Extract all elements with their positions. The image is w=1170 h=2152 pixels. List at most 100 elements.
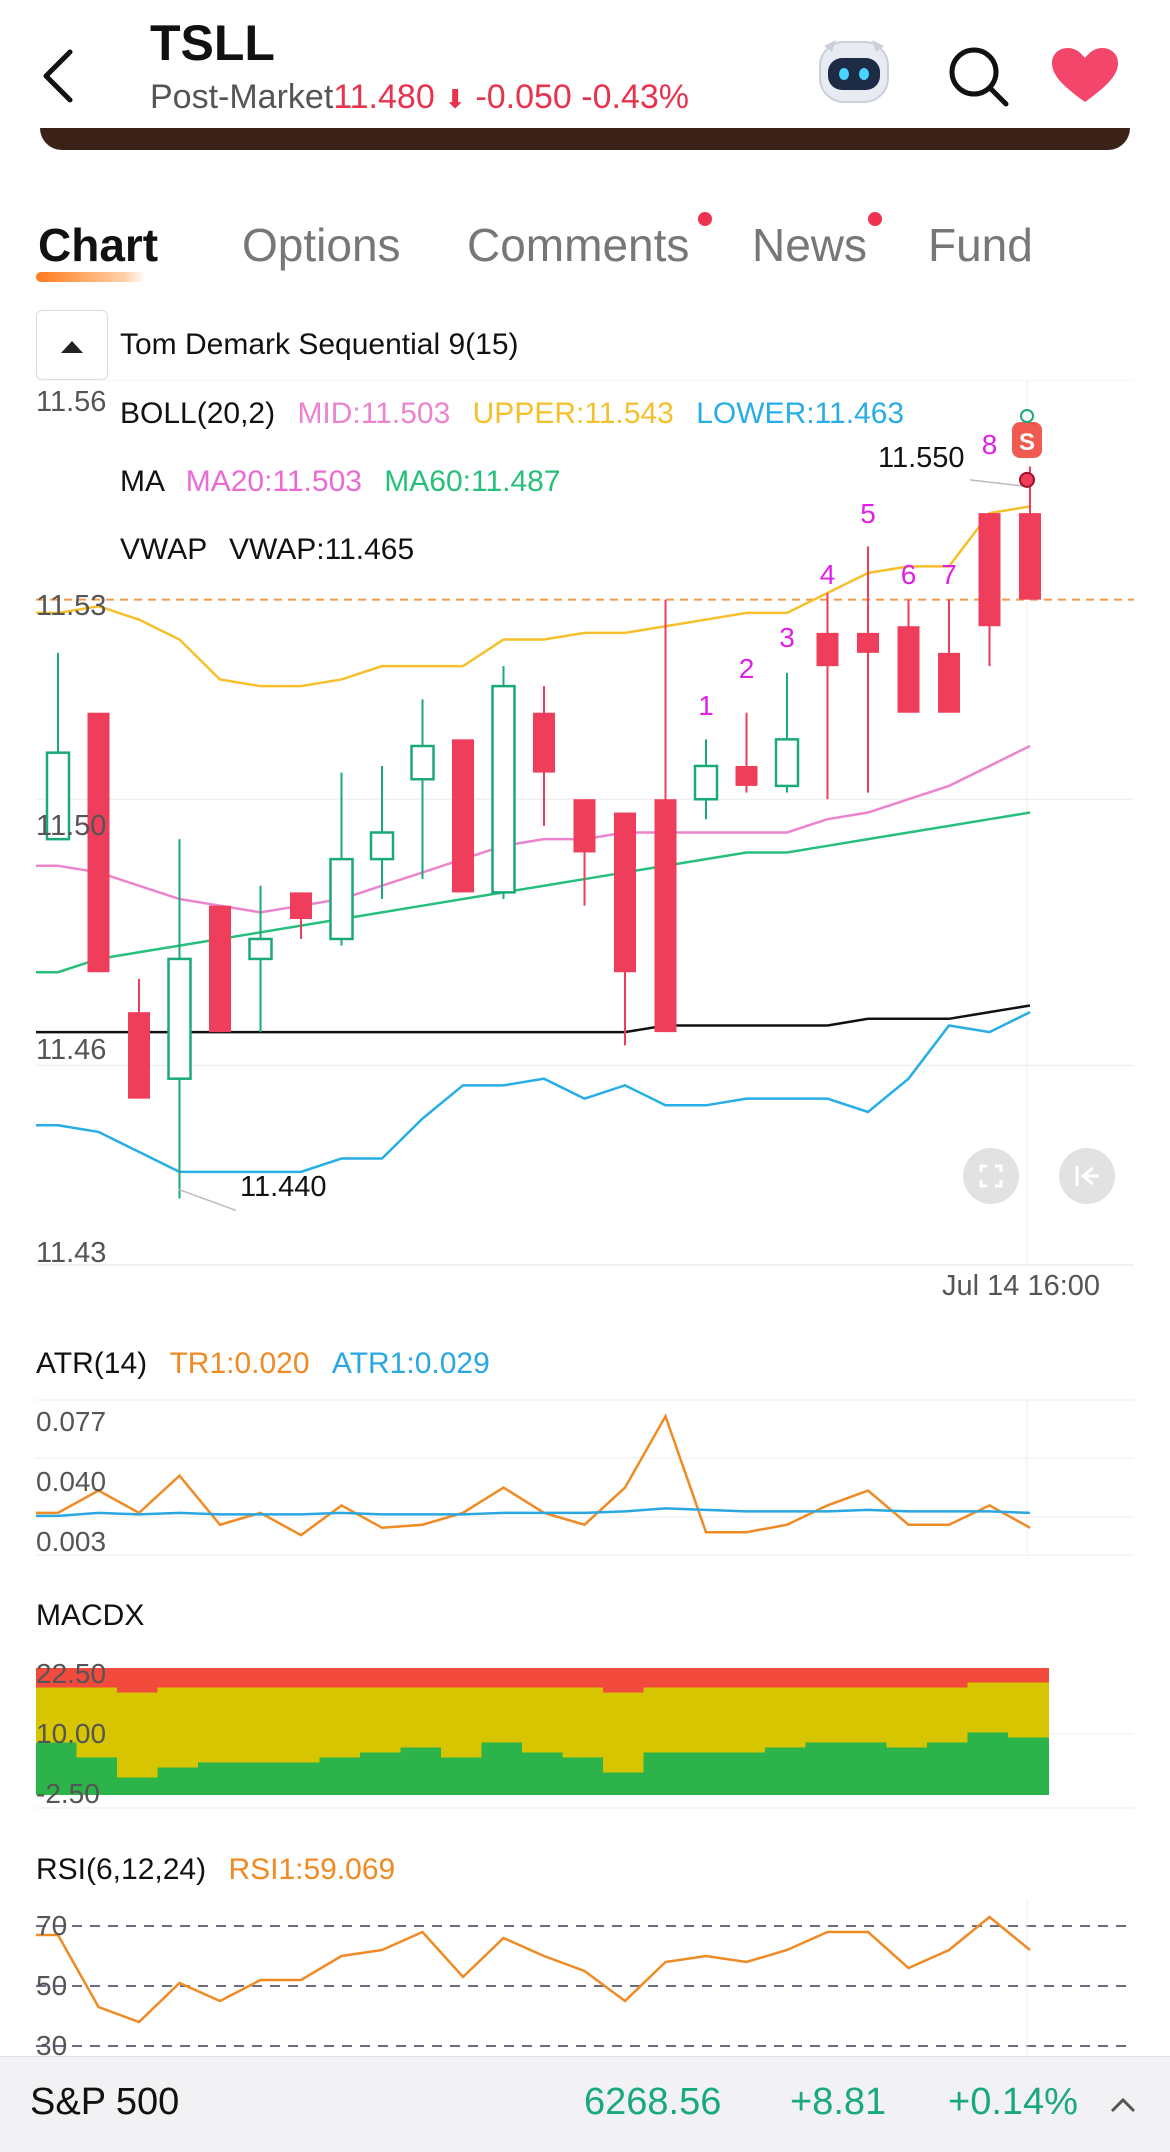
boll-mid-value: MID:11.503	[297, 397, 451, 430]
boll-legend: BOLL(20,2) MID:11.503 UPPER:11.543 LOWER…	[120, 397, 904, 431]
index-value: 6268.56	[584, 2081, 722, 2123]
tab-fund[interactable]: Fund	[928, 219, 1033, 271]
td-count-label: 2	[739, 653, 755, 684]
macdx-green-bar	[117, 1777, 158, 1795]
atr-axis-label: 0.003	[36, 1526, 107, 1557]
macdx-green-bar	[846, 1742, 887, 1795]
tab-chart[interactable]: Chart	[38, 219, 159, 271]
session-label: Post-Market	[150, 78, 334, 116]
candle-body	[857, 632, 879, 653]
candle-body	[452, 739, 474, 893]
candle-body	[978, 513, 1001, 627]
rsi-line	[36, 1915, 1031, 2024]
candle-body	[128, 1012, 150, 1099]
series-line-ma60	[36, 811, 1031, 974]
chevron-up-icon[interactable]	[1108, 2093, 1138, 2117]
expand-icon	[979, 1164, 1003, 1188]
fullscreen-button[interactable]	[963, 1148, 1019, 1204]
macdx-green-bar	[724, 1752, 766, 1795]
td-count-label: 7	[941, 559, 957, 590]
boll-upper-value: UPPER:11.543	[472, 397, 674, 430]
price-axis-label: 11.46	[36, 1034, 107, 1066]
td-count-label: 1	[698, 690, 714, 721]
candle-body	[1019, 513, 1041, 600]
vwap-value: VWAP:11.465	[229, 533, 415, 566]
series-line-upper	[36, 505, 1031, 688]
macdx-axis-label: 10.00	[36, 1718, 107, 1749]
price-chart[interactable]: 123 456 7 8 S	[0, 380, 1170, 1300]
candle-body	[369, 831, 395, 861]
price-axis-label: 11.50	[36, 810, 107, 842]
macdx-green-bar	[279, 1762, 320, 1795]
index-name: S&P 500	[30, 2081, 180, 2123]
index-change: +8.81	[790, 2081, 887, 2123]
sell-badge-ring	[1020, 409, 1034, 423]
back-arrow-icon[interactable]	[38, 46, 78, 106]
index-ticker-bar[interactable]: S&P 500 6268.56 +8.81 +0.14%	[0, 2056, 1170, 2152]
atr-line-atr1	[36, 1507, 1031, 1518]
rsi-chart[interactable]	[0, 1900, 1170, 2060]
favorite-heart-icon[interactable]	[1050, 46, 1120, 106]
candle-body	[290, 892, 312, 919]
rsi-axis-label: 30	[36, 2030, 68, 2061]
candle-body	[573, 799, 596, 853]
jump-to-latest-button[interactable]	[1059, 1148, 1115, 1204]
caret-up-icon	[61, 341, 83, 353]
macdx-green-bar	[319, 1757, 361, 1795]
td-count-label: 8	[982, 429, 998, 460]
macdx-green-bar	[157, 1767, 199, 1795]
candle-body	[45, 751, 71, 841]
macdx-green-bar	[76, 1757, 118, 1795]
macdx-green-bar	[886, 1747, 928, 1795]
rsi-axis-label: 70	[36, 1910, 68, 1941]
vwap-legend: VWAP VWAP:11.465	[120, 533, 414, 567]
index-change-pct: +0.14%	[948, 2081, 1078, 2123]
macdx-green-bar	[805, 1742, 847, 1795]
low-annotation-leader	[177, 1188, 237, 1212]
robot-assistant-icon[interactable]	[814, 36, 894, 112]
tab-options[interactable]: Options	[242, 219, 401, 271]
macdx-axis-label: 22.50	[36, 1658, 107, 1689]
price-change: -0.050	[475, 78, 572, 116]
indicator-title[interactable]: Tom Demark Sequential 9(15)	[120, 328, 519, 361]
time-axis-label: Jul 14 16:00	[942, 1270, 1101, 1302]
macdx-green-bar	[603, 1772, 644, 1795]
candle-body	[410, 744, 435, 781]
candle-body	[209, 905, 231, 1033]
macdx-green-bar	[927, 1742, 968, 1795]
news-unread-dot	[868, 212, 882, 226]
candle-body	[816, 632, 839, 667]
candle-body	[774, 738, 800, 788]
price-change-pct: -0.43%	[581, 78, 690, 116]
candle-body	[735, 765, 758, 786]
search-icon[interactable]	[946, 44, 1012, 110]
candle-body	[87, 712, 110, 973]
atr-tr1-value: TR1:0.020	[169, 1347, 310, 1380]
candle-body	[533, 712, 555, 773]
candle-body	[938, 652, 960, 713]
macdx-green-bar	[684, 1752, 725, 1795]
td-count-label: 3	[779, 622, 795, 653]
macdx-green-bar	[562, 1757, 604, 1795]
ma20-value: MA20:11.503	[185, 465, 362, 498]
tab-comments[interactable]: Comments	[467, 219, 690, 271]
atr-axis-label: 0.077	[36, 1406, 107, 1437]
collapse-toggle-button[interactable]	[36, 310, 108, 380]
jump-left-icon	[1075, 1166, 1099, 1186]
macdx-green-bar	[1008, 1737, 1049, 1795]
rsi-legend: RSI(6,12,24) RSI1:59.069	[36, 1853, 395, 1887]
sell-badge-label: S	[1019, 429, 1035, 456]
candle-body	[248, 937, 273, 961]
tab-news[interactable]: News	[752, 219, 868, 271]
atr-chart[interactable]	[0, 1395, 1170, 1570]
macdx-green-bar	[522, 1752, 563, 1795]
high-price-annotation: 11.550	[878, 442, 965, 474]
macdx-legend: MACDX	[36, 1599, 145, 1632]
macdx-axis-label: -2.50	[36, 1778, 100, 1809]
series-line-mid	[36, 744, 1031, 914]
macdx-green-bar	[238, 1762, 280, 1795]
ma-name: MA	[120, 465, 164, 498]
sell-badge	[1012, 422, 1042, 458]
candle-body	[614, 812, 636, 973]
macdx-chart[interactable]	[0, 1650, 1170, 1810]
